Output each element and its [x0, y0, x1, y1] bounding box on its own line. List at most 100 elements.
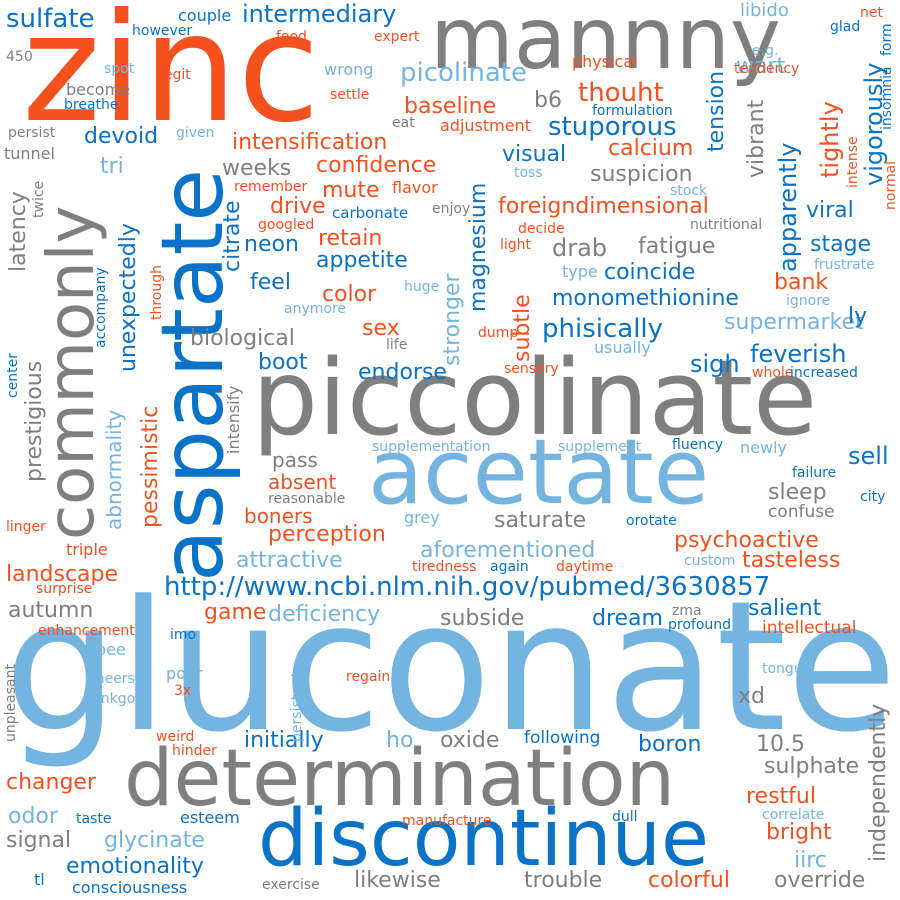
word-couple: couple	[178, 6, 232, 25]
word-stronger: stronger	[440, 273, 465, 366]
word-changer: changer	[6, 770, 97, 795]
word-acetate: acetate	[368, 420, 710, 525]
word-however: however	[132, 23, 193, 39]
word-viral: viral	[806, 198, 854, 223]
word-net: net	[860, 5, 883, 21]
word-pessimistic: pessimistic	[138, 405, 163, 528]
word-supplement: supplement	[558, 439, 642, 455]
word-visual: visual	[502, 142, 567, 167]
word-flavor: flavor	[392, 178, 438, 197]
word-sulphate: sulphate	[764, 754, 860, 779]
word-url: http://www.ncbi.nlm.nih.gov/pubmed/36308…	[164, 572, 771, 602]
word-boners: boners	[244, 504, 313, 528]
word-ginkgo: ginkgo	[88, 691, 136, 707]
word-increased: increased	[790, 365, 858, 381]
word-iirc: iirc	[794, 848, 827, 873]
word-center: center	[5, 352, 21, 398]
word-enhancement: enhancement	[38, 623, 135, 639]
word-stage: stage	[810, 232, 872, 257]
word-odor: odor	[8, 804, 58, 829]
word-emotionality: emotionality	[66, 854, 204, 879]
word-bright: bright	[766, 820, 832, 845]
word-usually: usually	[594, 338, 651, 357]
word-boot: boot	[258, 350, 308, 375]
word-enjoy: enjoy	[432, 201, 471, 217]
word-oxide: oxide	[440, 728, 500, 753]
word-nutritional: nutritional	[690, 217, 763, 233]
word-intellectual: intellectual	[762, 618, 857, 638]
word-tasteless: tasteless	[742, 548, 841, 573]
word-exercise: exercise	[262, 877, 320, 893]
word-orotate: orotate	[626, 513, 677, 529]
word-signal: signal	[6, 828, 72, 853]
word-3x: 3x	[174, 683, 192, 699]
word-e-g: e.g.	[752, 43, 779, 59]
word-twice: twice	[31, 180, 47, 218]
word-picolinate: picolinate	[400, 58, 527, 88]
word-autumn: autumn	[8, 598, 94, 623]
word-expert: expert	[374, 29, 420, 45]
word-formulation: formulation	[592, 103, 673, 119]
word-fluency: fluency	[672, 437, 724, 453]
word-aforementioned: aforementioned	[420, 538, 596, 563]
word-ignore: ignore	[786, 293, 831, 309]
word-endorse: endorse	[358, 360, 447, 385]
word-type: type	[562, 262, 598, 281]
word-mute: mute	[322, 178, 380, 203]
word-boron: boron	[638, 732, 702, 757]
word-huge: huge	[404, 279, 440, 295]
word-adjustment: adjustment	[440, 116, 531, 135]
word-glad: glad	[830, 19, 861, 35]
word-surprise: surprise	[36, 581, 93, 597]
word-googled: googled	[258, 217, 315, 233]
word-tl: tl	[34, 870, 45, 889]
word-retain: retain	[318, 226, 383, 251]
word-phisically: phisically	[542, 314, 664, 344]
word-regain: regain	[346, 669, 391, 685]
word-physical: physical	[572, 52, 638, 71]
word-settle: settle	[330, 87, 370, 103]
word-subtle: subtle	[510, 294, 535, 362]
word-zma: zma	[672, 603, 702, 619]
word-determination: determination	[124, 734, 676, 824]
word-suspicion: suspicion	[590, 162, 693, 187]
word-anymore: anymore	[284, 301, 347, 317]
word-xd: xd	[738, 684, 765, 709]
word-cheers: cheers	[88, 671, 135, 687]
word-life: life	[386, 337, 408, 353]
word-insomnia: insomnia	[879, 66, 895, 130]
word-sleep: sleep	[768, 480, 827, 505]
word-vibrant: vibrant	[744, 99, 769, 178]
word-landscape: landscape	[6, 562, 119, 587]
word-likewise: likewise	[354, 868, 441, 893]
word-dull: dull	[612, 809, 638, 825]
word-triple: triple	[66, 540, 108, 559]
word-neon: neon	[244, 232, 299, 257]
word-supplementation: supplementation	[372, 439, 491, 455]
word-ho: ho	[386, 728, 414, 753]
word-given: given	[176, 125, 215, 141]
word-pass: pass	[272, 448, 318, 472]
word-decide: decide	[518, 221, 565, 237]
word-persistent: persistent	[289, 671, 305, 742]
word-abnormality: abnormality	[102, 409, 126, 530]
word-initially: initially	[244, 728, 324, 753]
word-unexpectedly: unexpectedly	[116, 223, 141, 372]
word-attractive: attractive	[236, 548, 343, 573]
word-failure: failure	[792, 465, 837, 481]
word-profound: profound	[668, 617, 732, 633]
word-tongue: tongue	[762, 661, 812, 677]
word-discontinue: discontinue	[258, 794, 709, 884]
word-stuporous: stuporous	[548, 112, 677, 142]
word-salient: salient	[748, 596, 822, 621]
word-dream: dream	[592, 606, 663, 631]
word-feverish: feverish	[750, 340, 847, 368]
word-colorful: colorful	[648, 868, 730, 893]
word-latency: latency	[6, 191, 31, 272]
word-pour: pour	[166, 664, 203, 683]
word-confidence: confidence	[316, 153, 437, 178]
word-sulfate: sulfate	[6, 4, 95, 34]
word-color: color	[322, 282, 377, 307]
word-ly: ly	[848, 304, 868, 329]
